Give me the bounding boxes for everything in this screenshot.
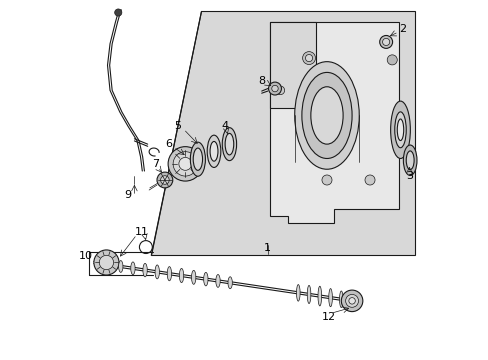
Polygon shape [151, 12, 414, 255]
Text: 5: 5 [174, 121, 181, 131]
Text: 2: 2 [398, 24, 405, 35]
Circle shape [386, 55, 396, 65]
Ellipse shape [306, 285, 310, 303]
Text: 8: 8 [258, 76, 264, 86]
Circle shape [276, 86, 284, 95]
Circle shape [382, 39, 389, 45]
Text: 9: 9 [124, 190, 131, 200]
Circle shape [168, 147, 202, 181]
Circle shape [302, 51, 315, 64]
Ellipse shape [224, 134, 233, 155]
Text: 7: 7 [152, 159, 159, 169]
Ellipse shape [179, 269, 183, 283]
Ellipse shape [310, 87, 343, 144]
Circle shape [271, 85, 278, 92]
Ellipse shape [191, 270, 196, 284]
Ellipse shape [190, 142, 205, 176]
Text: 6: 6 [164, 139, 172, 149]
Circle shape [173, 152, 197, 176]
Ellipse shape [296, 285, 300, 301]
Circle shape [345, 294, 358, 307]
Polygon shape [269, 22, 398, 223]
Ellipse shape [155, 265, 159, 279]
Ellipse shape [317, 286, 321, 306]
Ellipse shape [142, 264, 147, 277]
Ellipse shape [203, 273, 207, 286]
Ellipse shape [301, 72, 351, 158]
Ellipse shape [210, 141, 218, 161]
Ellipse shape [215, 275, 220, 287]
Text: 12: 12 [321, 312, 335, 322]
Ellipse shape [396, 119, 403, 140]
Circle shape [94, 250, 119, 275]
Circle shape [157, 172, 172, 188]
Ellipse shape [227, 277, 232, 289]
Circle shape [321, 175, 331, 185]
Circle shape [379, 36, 392, 48]
Ellipse shape [207, 135, 221, 167]
Text: 1: 1 [264, 243, 271, 253]
Ellipse shape [119, 261, 122, 273]
Text: 4: 4 [221, 121, 228, 131]
Text: 10: 10 [79, 251, 93, 261]
Text: 11: 11 [135, 227, 149, 237]
Ellipse shape [193, 148, 202, 170]
Circle shape [364, 175, 374, 185]
Circle shape [179, 157, 191, 170]
Ellipse shape [339, 291, 343, 307]
Ellipse shape [394, 112, 406, 148]
Ellipse shape [390, 101, 409, 158]
Ellipse shape [328, 289, 332, 307]
Circle shape [115, 9, 122, 16]
Ellipse shape [406, 151, 413, 170]
Ellipse shape [167, 267, 171, 281]
Text: 3: 3 [405, 171, 412, 181]
Polygon shape [269, 22, 316, 108]
Circle shape [160, 176, 169, 184]
Ellipse shape [403, 145, 416, 176]
Circle shape [341, 290, 362, 312]
Ellipse shape [130, 262, 135, 275]
Ellipse shape [222, 128, 236, 161]
Circle shape [305, 54, 312, 62]
Circle shape [99, 255, 113, 270]
Ellipse shape [294, 62, 359, 169]
Circle shape [348, 298, 355, 304]
Circle shape [268, 82, 281, 95]
